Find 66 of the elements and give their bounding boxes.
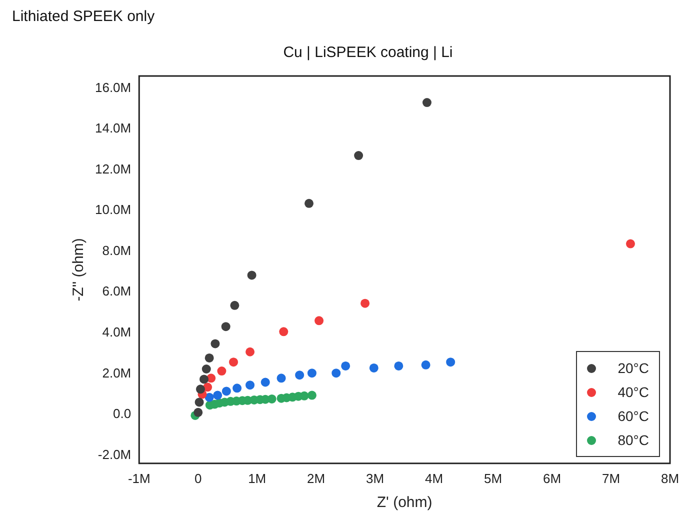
x-tick-label: 0 [194,470,202,486]
x-tick-label: 1M [248,470,266,486]
y-tick-label: 4.0M [102,324,132,340]
y-tick-label: 12.0M [94,161,132,176]
point [246,347,255,356]
point [229,358,238,367]
legend-label: 60°C [618,408,649,424]
x-tick-label: 6M [543,470,562,486]
point [247,270,256,280]
point [260,378,270,387]
chart-title: Cu | LiSPEEK coating | Li [283,44,453,62]
y-tick-label: 14.0M [94,120,132,136]
point [230,300,240,310]
y-tick-label: 2.0M [102,365,132,380]
y-tick-label: 6.0M [102,284,132,299]
point [202,364,211,374]
x-axis-title: Z' (ohm) [376,494,432,512]
point [307,390,316,400]
point [422,98,432,108]
point [194,398,204,407]
point [314,316,324,326]
x-tick-label: 2M [307,470,326,486]
point [204,392,214,402]
point [200,374,209,384]
y-tick-label: -2.0M [98,446,132,462]
point [295,370,304,380]
point [354,151,364,160]
point [194,408,203,417]
x-tick-label: 8M [660,470,680,486]
point [246,380,255,390]
y-tick-label: 0.0 [113,406,132,422]
point [204,353,214,362]
point [217,366,226,376]
point [210,339,220,348]
point [232,384,242,393]
legend-label: 20°C [618,360,649,376]
legend-label: 40°C [618,384,649,400]
point [221,322,230,332]
point [307,368,316,378]
point [267,394,276,404]
x-tick-label: 3M [366,470,384,486]
point [213,390,222,400]
point [300,391,309,400]
point [332,368,341,378]
point [421,360,430,370]
point [222,386,231,396]
text: Lithiated SPEEK only [12,8,155,25]
point [446,358,456,367]
point [196,384,205,394]
y-tick-label: 8.0M [102,242,132,258]
point [360,298,370,308]
point [341,361,350,370]
point [626,239,635,248]
y-axis-title: -Z'' (ohm) [70,238,88,302]
point [394,361,404,370]
point [279,327,288,336]
x-tick-label: 5M [484,470,502,486]
x-tick-label: -1M [128,470,150,486]
x-tick-label: 7M [602,470,620,486]
legend-label: 80°C [618,432,649,448]
point [276,374,286,383]
point [369,363,378,372]
x-tick-label: 4M [425,470,444,486]
y-tick-label: 10.0M [94,202,132,218]
y-tick-label: 16.0M [94,80,132,95]
point [304,198,314,208]
